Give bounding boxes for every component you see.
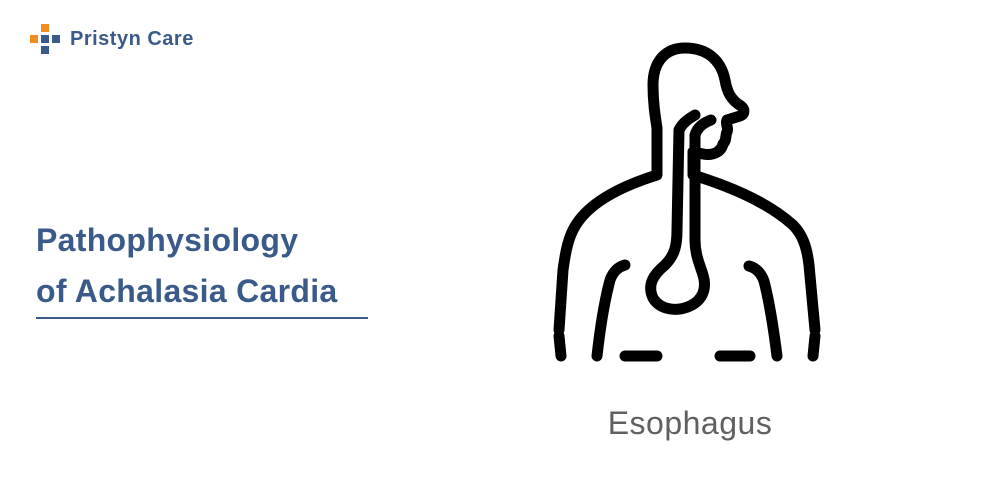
title-line-1: Pathophysiology: [36, 215, 368, 266]
page-title: Pathophysiology of Achalasia Cardia: [36, 215, 368, 319]
title-underline: [36, 317, 368, 319]
logo-plus-icon: [28, 22, 62, 56]
title-line-2: of Achalasia Cardia: [36, 266, 368, 317]
illustration-block: Esophagus: [510, 30, 870, 442]
brand-logo: Pristyn Care: [28, 22, 194, 56]
esophagus-illustration: [545, 30, 835, 370]
illustration-caption: Esophagus: [510, 405, 870, 442]
logo-brand-text: Pristyn Care: [70, 28, 194, 51]
